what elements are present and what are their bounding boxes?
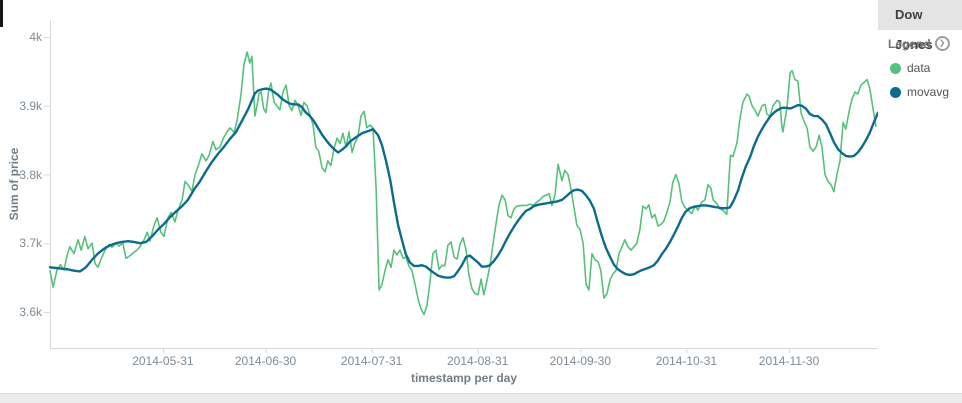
x-tick-label: 2014-07-31 (340, 354, 403, 368)
x-tick-label: 2014-10-31 (655, 354, 718, 368)
x-tick-label: 2014-08-31 (446, 354, 509, 368)
x-tick-label: 2014-09-30 (549, 354, 612, 368)
panel-title: Dow Jones (895, 7, 933, 52)
x-axis-title: timestamp per day (410, 371, 518, 385)
data-series-color-dot (890, 62, 901, 74)
legend-item-movavg[interactable]: movavg (890, 85, 962, 99)
bottom-scroll-strip[interactable] (0, 393, 962, 403)
movavg-series-color-dot (890, 86, 901, 98)
movavg-series-line (48, 87, 880, 279)
legend-toggle[interactable]: Legend ❯ (888, 36, 962, 51)
legend-item-label: data (907, 61, 931, 75)
legend-item-label: movavg (907, 85, 950, 99)
panel-header[interactable]: Dow Jones (878, 0, 962, 52)
x-tick-label: 2014-05-31 (132, 354, 194, 368)
legend-toggle-label: Legend (888, 36, 931, 51)
x-tick-label: 2014-06-30 (234, 354, 297, 368)
x-axis-tick-labels: 2014-05-31 2014-06-30 2014-07-31 2014-08-31… (0, 354, 962, 370)
y-tick-label: 3.8k (19, 167, 42, 182)
legend-item-data[interactable]: data (890, 61, 962, 75)
y-tick-label: 4k (29, 30, 42, 44)
x-tick-label: 2014-11-30 (758, 354, 820, 368)
y-tick-label: 3.9k (19, 98, 42, 113)
data-series-line (49, 51, 877, 316)
legend-panel: Dow Jones Legend ❯ data movavg (878, 0, 962, 393)
legend-collapse-icon: ❯ (934, 36, 950, 51)
y-tick-label: 3.7k (19, 236, 42, 251)
y-axis-tick-labels: 4k 3.9k 3.8k 3.7k 3.6k (0, 0, 42, 360)
screen-corner-mark (0, 0, 3, 27)
y-tick-label: 3.6k (19, 305, 42, 319)
